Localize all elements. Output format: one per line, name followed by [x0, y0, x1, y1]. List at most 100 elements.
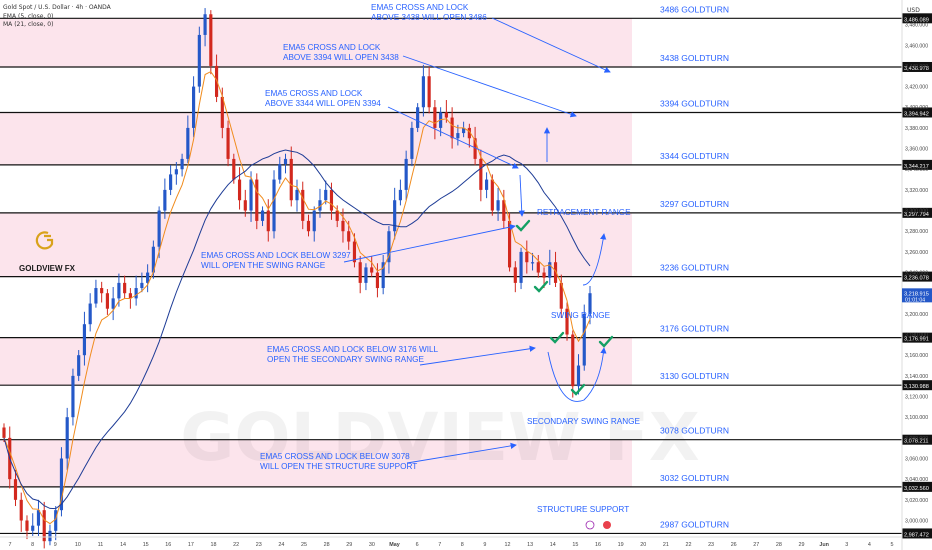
ema-legend[interactable]: EMA (5, close, 0): [3, 13, 54, 20]
time-axis: 7 8 9 10 11 14 15 16 17 18 22 23 24 25 28 29 30 May 6 7 8 9 12…: [0, 536, 902, 548]
zone-label: STRUCTURE SUPPORT: [537, 505, 629, 514]
x-tick-label: 6: [416, 542, 419, 548]
x-tick-label: Jun: [819, 542, 829, 548]
candle-body: [220, 96, 224, 128]
candle-body: [525, 251, 529, 263]
x-tick-label: 12: [505, 542, 511, 548]
candle-body: [502, 200, 506, 221]
candle-body: [105, 293, 109, 309]
candle-body: [462, 127, 466, 134]
candle-body: [174, 169, 178, 175]
x-tick-label: 28: [324, 542, 330, 548]
x-tick-label: 17: [188, 542, 194, 548]
x-tick-label: 15: [572, 542, 578, 548]
x-tick-label: 23: [256, 542, 262, 548]
annotation-arrow: [343, 224, 516, 263]
annotation-arrow: [402, 55, 577, 118]
range-band: [0, 18, 632, 67]
candle-body: [513, 267, 517, 283]
y-tick-label: 3,480.000: [905, 23, 928, 29]
candle-body: [117, 282, 121, 299]
candle-body: [71, 375, 75, 418]
y-tick-label: 3,260.000: [905, 250, 928, 256]
candle-body: [467, 127, 471, 139]
candle-body: [341, 220, 345, 232]
x-tick-label: 22: [233, 542, 239, 548]
x-tick-label: 25: [301, 542, 307, 548]
swing-up-arrow: [582, 233, 607, 286]
candle-body: [473, 138, 477, 159]
us-flag-icon: [603, 521, 611, 529]
candle-body: [88, 303, 92, 325]
candle-body: [82, 324, 87, 356]
level-label: 3394 GOLDTURN: [660, 98, 729, 108]
ma-legend[interactable]: MA (21, close, 0): [3, 21, 54, 28]
candle-body: [134, 288, 138, 299]
y-tick-label: 3,180.000: [905, 333, 928, 339]
candle-body: [485, 179, 489, 190]
y-tick-label: 3,100.000: [905, 415, 928, 421]
candle-body: [347, 231, 351, 242]
x-tick-label: 7: [438, 542, 441, 548]
level-label: 3130 GOLDTURN: [660, 371, 729, 381]
y-tick-label: 3,440.000: [905, 64, 928, 70]
candle-body: [318, 200, 322, 211]
candle-body: [2, 427, 6, 438]
ma21-line: [3, 149, 591, 510]
level-label: 2987 GOLDTURN: [660, 519, 729, 529]
candle-body: [65, 417, 69, 459]
candle-body: [507, 220, 512, 268]
candle-body: [450, 117, 454, 139]
price-tag-text: 3,297.794: [904, 212, 929, 218]
price-tag: [902, 434, 932, 445]
candle-body: [232, 158, 236, 180]
price-tag: [902, 271, 932, 282]
price-tag: [902, 380, 932, 391]
candle-body: [444, 112, 448, 118]
annotation-text: EMA5 CROSS AND LOCK BELOW 3176 WILL: [267, 345, 439, 354]
candle-body: [553, 262, 558, 283]
x-tick-label: 29: [799, 542, 805, 548]
y-tick-label: 3,460.000: [905, 43, 928, 49]
current-price-tag: [902, 288, 932, 303]
annotation-text: ABOVE 3394 WILL OPEN 3438: [283, 53, 399, 62]
candle-body: [329, 189, 334, 211]
candle-body: [186, 127, 190, 159]
price-tag-text: 3,176.991: [904, 337, 929, 343]
candle-body: [77, 355, 81, 376]
y-tick-label: 3,140.000: [905, 374, 928, 380]
level-label: 3078 GOLDTURN: [660, 426, 729, 436]
price-tag-text: 3,236.078: [904, 276, 929, 282]
x-tick-label: 23: [708, 542, 714, 548]
y-tick-label: 3,120.000: [905, 395, 928, 401]
annotation-text: ABOVE 3344 WILL OPEN 3394: [265, 99, 381, 108]
y-tick-label: 3,200.000: [905, 312, 928, 318]
candle-body: [123, 282, 127, 294]
x-tick-label: 21: [663, 542, 669, 548]
candle-body: [433, 107, 437, 128]
price-tag: [902, 107, 932, 118]
candle-body: [266, 210, 270, 232]
candle-body: [192, 86, 196, 128]
price-tag-text: 3,486.089: [904, 17, 929, 23]
candle-body: [490, 179, 494, 211]
indicators: [3, 70, 591, 525]
candle-body: [519, 251, 523, 283]
y-tick-label: 3,000.000: [905, 519, 928, 525]
candle-body: [94, 288, 98, 304]
price-axis: 3,486.089 3,438.978 3,394.942 3,344.217 3,29…: [901, 0, 932, 550]
check-icon: [598, 335, 614, 348]
candle-body: [565, 308, 569, 335]
annotation-text: EMA5 CROSS AND LOCK BELOW 3297: [201, 251, 351, 260]
countdown-text: 01:01:04: [905, 297, 925, 303]
candle-body: [157, 210, 161, 247]
goldview-logo: GOLDVIEW FX: [19, 231, 76, 273]
candle-body: [536, 262, 540, 273]
annotation-text: EMA5 CROSS AND LOCK: [265, 89, 363, 98]
y-tick-label: 3,320.000: [905, 188, 928, 194]
price-tag-text: 3,078.211: [904, 439, 928, 445]
annotation-arrow: [406, 442, 517, 464]
